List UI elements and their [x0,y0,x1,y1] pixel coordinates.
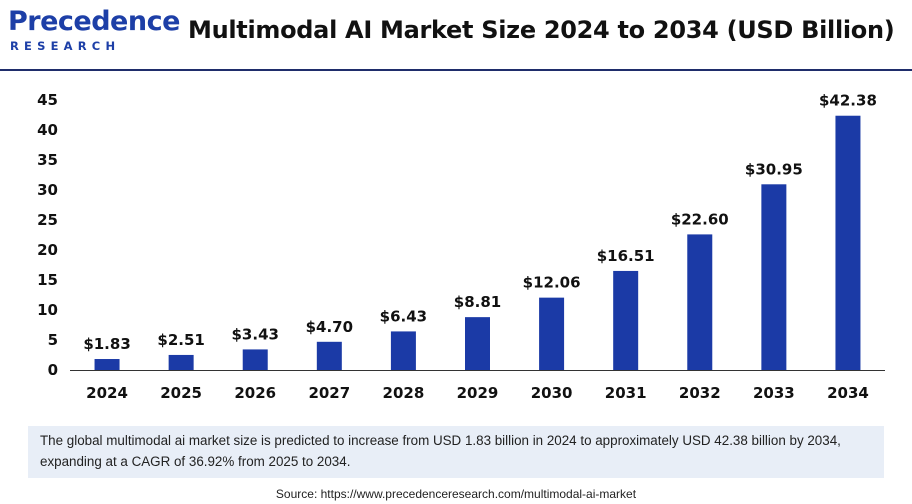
x-tick-label: 2028 [383,384,425,402]
x-tick-label: 2033 [753,384,795,402]
y-tick-label: 35 [37,151,58,169]
bar [687,234,713,370]
y-tick-label: 25 [37,211,58,229]
x-tick-label: 2030 [531,384,573,402]
data-label: $30.95 [745,160,803,178]
bar [761,184,787,370]
x-tick-label: 2025 [160,384,202,402]
data-label: $6.43 [380,307,427,325]
brand-logo[interactable]: Precedence RESEARCH [8,6,180,58]
y-tick-label: 0 [48,361,58,379]
data-label: $16.51 [597,247,655,265]
bar [465,317,490,370]
y-tick-label: 40 [37,121,58,139]
data-label: $12.06 [523,274,581,292]
bar [835,115,861,370]
bar [316,341,342,370]
bar [168,354,194,370]
x-tick-label: 2034 [827,384,869,402]
x-tick-label: 2027 [308,384,350,402]
x-tick-label: 2031 [605,384,647,402]
data-label: $22.60 [671,210,729,228]
x-tick-label: 2026 [234,384,276,402]
data-label: $42.38 [819,92,877,110]
x-tick-label: 2024 [86,384,128,402]
bar [539,297,565,370]
bar-chart: 0 5 10 15 20 25 30 35 40 45 2024 $1.83 2025 $2.51 2026… [0,72,912,422]
bar [242,349,268,370]
header-divider [0,69,912,71]
data-label: $3.43 [232,325,279,343]
bar [613,270,639,370]
data-label: $4.70 [306,318,353,336]
logo-wordmark: Precedence [8,6,180,37]
bar [390,331,416,370]
y-tick-label: 20 [37,241,58,259]
y-tick-label: 10 [37,301,58,319]
chart-canvas: 0510152025303540452024$1.832025$2.512026… [37,91,885,402]
x-tick-label: 2032 [679,384,721,402]
bar [94,359,120,370]
data-label: $2.51 [157,331,204,349]
header: Precedence RESEARCH Multimodal AI Market… [0,0,912,71]
y-tick-label: 5 [48,331,58,349]
page-title: Multimodal AI Market Size 2024 to 2034 (… [188,16,895,44]
summary-box: The global multimodal ai market size is … [28,426,884,478]
source-line[interactable]: Source: https://www.precedenceresearch.c… [275,487,637,501]
y-tick-label: 45 [37,91,58,109]
summary-text: The global multimodal ai market size is … [40,433,841,469]
data-label: $1.83 [83,335,130,353]
logo-subtitle: RESEARCH [10,39,121,53]
y-tick-label: 15 [37,271,58,289]
data-label: $8.81 [454,293,501,311]
x-tick-label: 2029 [457,384,499,402]
y-tick-label: 30 [37,181,58,199]
